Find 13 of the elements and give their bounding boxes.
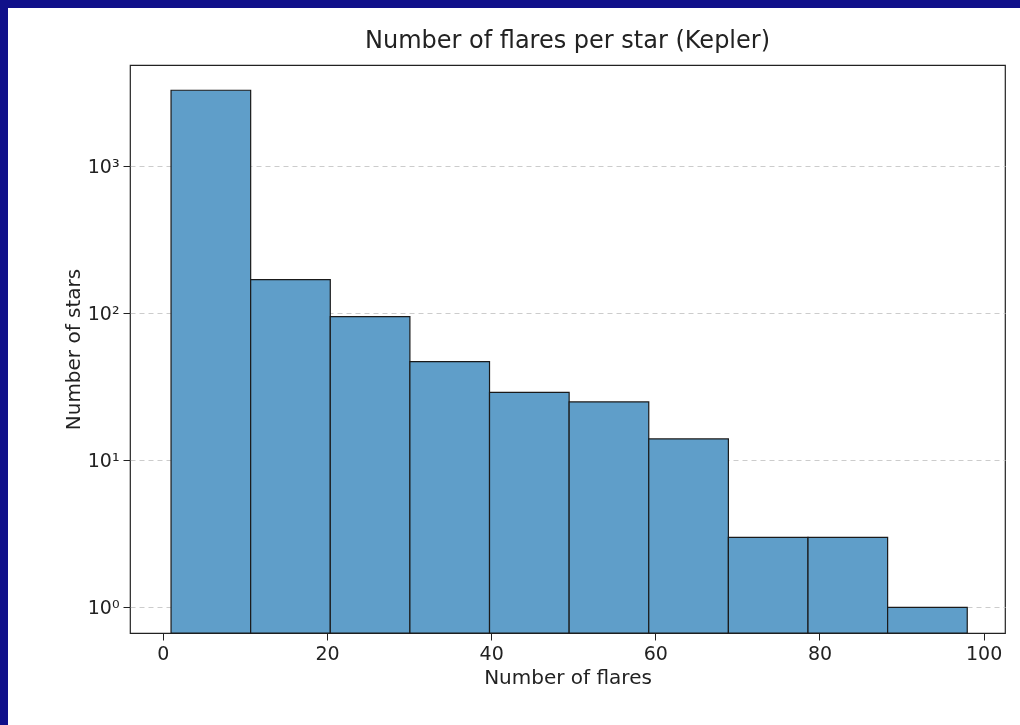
x-tick-label: 60 (643, 641, 668, 664)
x-tick-label: 40 (479, 641, 504, 664)
y-tick-label: 10⁰ (87, 595, 120, 618)
y-tick-label: 10² (87, 301, 120, 324)
x-tick-label: 80 (807, 641, 833, 664)
x-tick-label: 20 (315, 641, 340, 664)
y-tick-label: 10¹ (87, 448, 120, 471)
x-tick-label: 100 (966, 641, 1003, 664)
chart-title: Number of flares per star (Kepler) (364, 26, 771, 54)
x-axis-title: Number of flares (484, 664, 652, 689)
y-axis-title: Number of stars (60, 268, 85, 431)
x-tick-label: 0 (157, 641, 170, 664)
y-tick-label: 10³ (87, 154, 120, 177)
